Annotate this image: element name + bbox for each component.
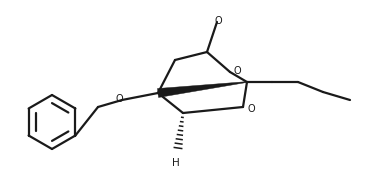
Text: H: H <box>172 158 180 168</box>
Text: O: O <box>247 104 255 114</box>
Text: O: O <box>115 94 123 104</box>
Text: O: O <box>233 66 241 76</box>
Text: O: O <box>214 16 222 26</box>
Polygon shape <box>158 82 247 98</box>
